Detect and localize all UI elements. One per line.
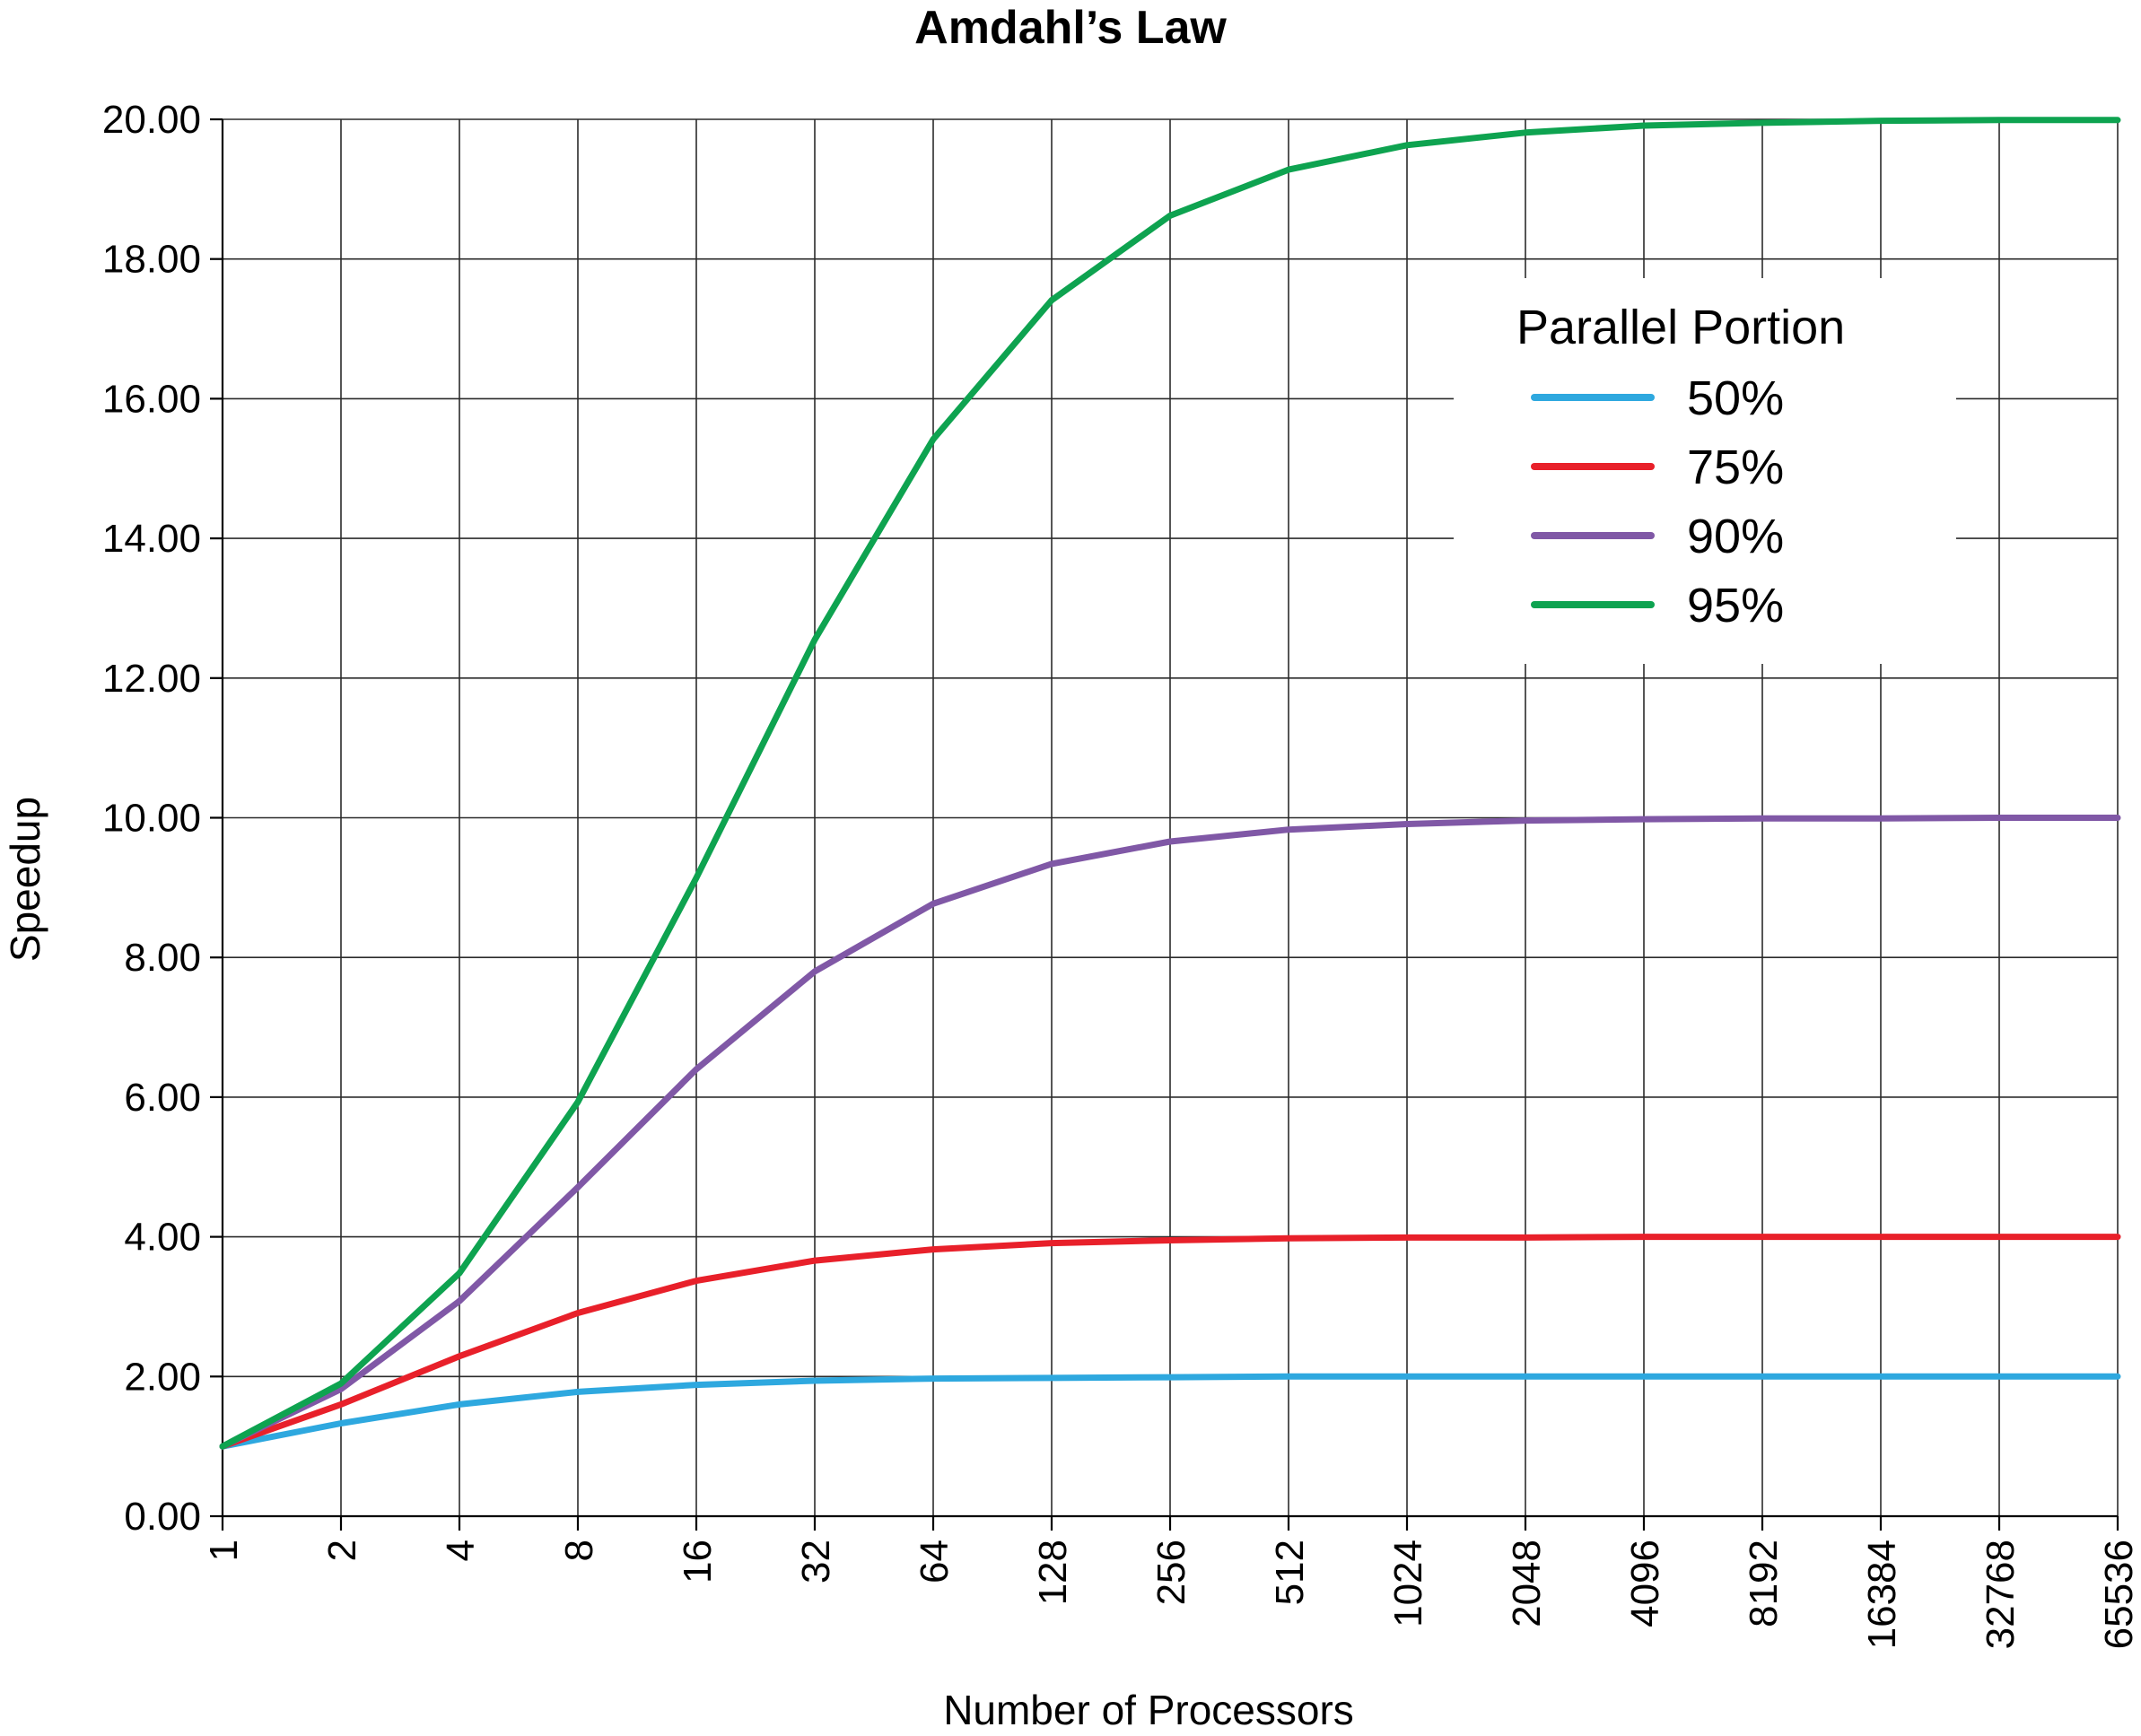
- legend-label: 75%: [1687, 441, 1784, 494]
- x-tick-label: 1: [202, 1540, 246, 1561]
- x-axis-label: Number of Processors: [943, 1687, 1354, 1733]
- y-tick-label: 14.00: [102, 517, 201, 561]
- x-tick-label: 2048: [1505, 1540, 1549, 1627]
- y-tick-label: 2.00: [124, 1355, 201, 1399]
- series-group: [219, 117, 2121, 1450]
- y-tick-label: 4.00: [124, 1216, 201, 1260]
- x-tick-label: 1024: [1386, 1540, 1430, 1627]
- series-line-50pct: [219, 1373, 2121, 1450]
- x-tick-label: 256: [1149, 1540, 1193, 1605]
- x-tick-label: 512: [1268, 1540, 1312, 1605]
- x-tick-label: 32: [794, 1540, 838, 1583]
- legend-title: Parallel Portion: [1516, 301, 1845, 354]
- y-tick-label: 10.00: [102, 797, 201, 841]
- x-tick-label: 16: [676, 1540, 720, 1583]
- x-tick-label: 32768: [1979, 1540, 2023, 1649]
- legend-label: 90%: [1687, 510, 1784, 563]
- axes: 0.00 2.00 4.00 6.00 8.00 10.00 12.00 14.00 16.00…: [102, 98, 2141, 1649]
- legend-label: 95%: [1687, 579, 1784, 632]
- series-line-90pct: [219, 815, 2121, 1450]
- x-tick-label: 64: [913, 1540, 957, 1583]
- x-tick-label: 8192: [1742, 1540, 1786, 1627]
- y-tick-label: 20.00: [102, 98, 201, 142]
- y-tick-label: 6.00: [124, 1076, 201, 1120]
- x-tick-label: 8: [557, 1540, 601, 1561]
- x-tick-label: 4: [439, 1540, 483, 1561]
- x-tick-label: 128: [1031, 1540, 1075, 1605]
- legend-label: 50%: [1687, 371, 1784, 425]
- y-axis-label: Speedup: [2, 797, 48, 962]
- y-tick-label: 16.00: [102, 377, 201, 421]
- chart-title: Amdahl’s Law: [914, 2, 1227, 54]
- series-line-95pct: [219, 117, 2121, 1450]
- y-tick-label: 18.00: [102, 238, 201, 282]
- x-tick-label: 65536: [2097, 1540, 2141, 1649]
- y-tick-label: 0.00: [124, 1495, 201, 1539]
- x-tick-label: 16384: [1860, 1540, 1904, 1649]
- series-line-75pct: [219, 1234, 2121, 1450]
- legend: Parallel Portion 50% 75% 90% 95%: [1454, 278, 1956, 664]
- y-tick-label: 8.00: [124, 936, 201, 980]
- legend-background: [1454, 278, 1956, 664]
- x-tick-label: 2: [320, 1540, 364, 1561]
- x-tick-label: 4096: [1623, 1540, 1667, 1627]
- y-tick-label: 12.00: [102, 657, 201, 701]
